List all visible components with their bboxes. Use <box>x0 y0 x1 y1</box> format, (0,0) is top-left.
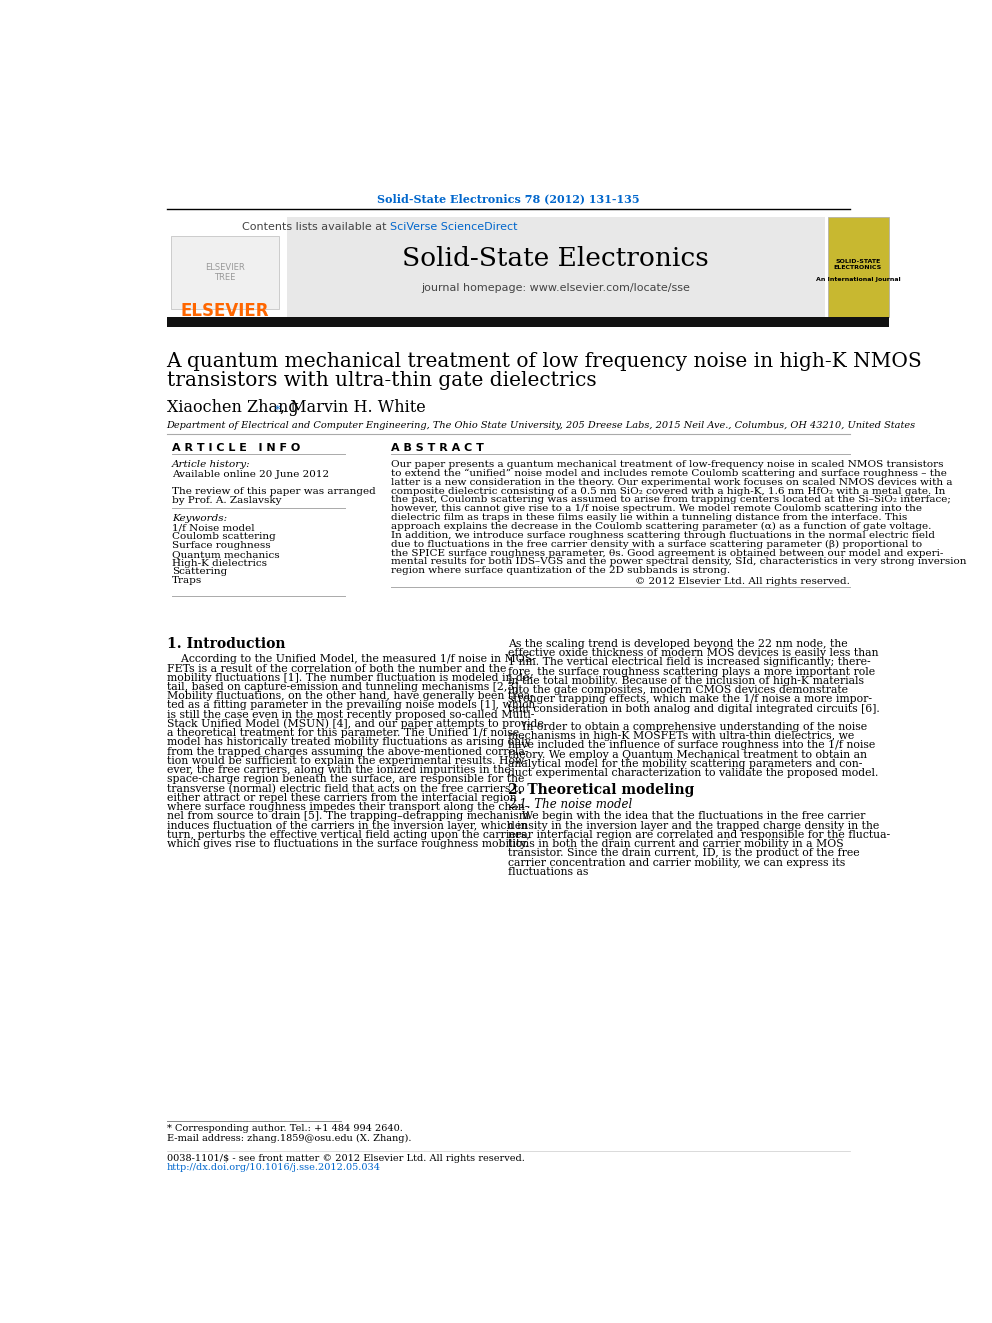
Text: Article history:: Article history: <box>172 460 251 468</box>
Text: transistors with ultra-thin gate dielectrics: transistors with ultra-thin gate dielect… <box>167 370 596 390</box>
Text: stronger trapping effects, which make the 1/f noise a more impor-: stronger trapping effects, which make th… <box>509 695 872 704</box>
Text: 1 nm. The vertical electrical field is increased significantly; there-: 1 nm. The vertical electrical field is i… <box>509 658 871 667</box>
Text: either attract or repel these carriers from the interfacial region: either attract or repel these carriers f… <box>167 792 517 803</box>
Text: have included the influence of surface roughness into the 1/f noise: have included the influence of surface r… <box>509 741 876 750</box>
Text: ELSEVIER: ELSEVIER <box>181 302 269 320</box>
Text: © 2012 Elsevier Ltd. All rights reserved.: © 2012 Elsevier Ltd. All rights reserved… <box>635 577 850 586</box>
Text: Contents lists available at: Contents lists available at <box>242 221 390 232</box>
Text: mental results for both IDS–VGS and the power spectral density, SId, characteris: mental results for both IDS–VGS and the … <box>392 557 967 566</box>
Text: Traps: Traps <box>172 577 202 585</box>
Text: which gives rise to fluctuations in the surface roughness mobility.: which gives rise to fluctuations in the … <box>167 839 528 849</box>
Text: In order to obtain a comprehensive understanding of the noise: In order to obtain a comprehensive under… <box>509 722 868 732</box>
Text: 2. Theoretical modeling: 2. Theoretical modeling <box>509 783 694 798</box>
Text: model has historically treated mobility fluctuations as arising only: model has historically treated mobility … <box>167 737 531 747</box>
Bar <box>167 217 287 316</box>
Text: ELSEVIER
TREE: ELSEVIER TREE <box>205 263 245 282</box>
Text: however, this cannot give rise to a 1/f noise spectrum. We model remote Coulomb : however, this cannot give rise to a 1/f … <box>392 504 923 513</box>
Text: space-charge region beneath the surface, are responsible for the: space-charge region beneath the surface,… <box>167 774 524 785</box>
Text: into the gate composites, modern CMOS devices demonstrate: into the gate composites, modern CMOS de… <box>509 685 848 695</box>
Text: E-mail address: zhang.1859@osu.edu (X. Zhang).: E-mail address: zhang.1859@osu.edu (X. Z… <box>167 1134 411 1143</box>
Text: ted as a fitting parameter in the prevailing noise models [1], which: ted as a fitting parameter in the prevai… <box>167 700 535 710</box>
Text: tions in both the drain current and carrier mobility in a MOS: tions in both the drain current and carr… <box>509 839 844 849</box>
Text: near interfacial region are correlated and responsible for the fluctua-: near interfacial region are correlated a… <box>509 830 891 840</box>
Text: In addition, we introduce surface roughness scattering through fluctuations in t: In addition, we introduce surface roughn… <box>392 531 935 540</box>
Text: FETs is a result of the correlation of both the number and the: FETs is a result of the correlation of b… <box>167 664 506 673</box>
Text: 1/f Noise model: 1/f Noise model <box>172 523 255 532</box>
Text: duct experimental characterization to validate the proposed model.: duct experimental characterization to va… <box>509 769 879 778</box>
Text: A R T I C L E   I N F O: A R T I C L E I N F O <box>172 442 301 452</box>
Text: to extend the “unified” noise model and includes remote Coulomb scattering and s: to extend the “unified” noise model and … <box>392 468 947 478</box>
Text: http://dx.doi.org/10.1016/j.sse.2012.05.034: http://dx.doi.org/10.1016/j.sse.2012.05.… <box>167 1163 381 1172</box>
Text: 2.1. The noise model: 2.1. The noise model <box>509 798 633 811</box>
Text: Our paper presents a quantum mechanical treatment of low-frequency noise in scal: Our paper presents a quantum mechanical … <box>392 460 943 468</box>
Text: region where surface quantization of the 2D subbands is strong.: region where surface quantization of the… <box>392 566 730 576</box>
Text: journal homepage: www.elsevier.com/locate/sse: journal homepage: www.elsevier.com/locat… <box>422 283 690 294</box>
Text: Stack Unified Model (MSUN) [4], and our paper attempts to provide: Stack Unified Model (MSUN) [4], and our … <box>167 718 544 729</box>
Text: the past, Coulomb scattering was assumed to arise from trapping centers located : the past, Coulomb scattering was assumed… <box>392 495 951 504</box>
Text: * Corresponding author. Tel.: +1 484 994 2640.: * Corresponding author. Tel.: +1 484 994… <box>167 1125 403 1134</box>
Text: mobility fluctuations [1]. The number fluctuation is modeled in de-: mobility fluctuations [1]. The number fl… <box>167 672 533 683</box>
Text: High-K dielectrics: High-K dielectrics <box>172 558 267 568</box>
Text: a theoretical treatment for this parameter. The Unified 1/f noise: a theoretical treatment for this paramet… <box>167 728 519 738</box>
Text: density in the inversion layer and the trapped charge density in the: density in the inversion layer and the t… <box>509 820 880 831</box>
Text: composite dielectric consisting of a 0.5 nm SiO₂ covered with a high-K, 1.6 nm H: composite dielectric consisting of a 0.5… <box>392 487 945 496</box>
Text: effective oxide thickness of modern MOS devices is easily less than: effective oxide thickness of modern MOS … <box>509 648 879 658</box>
Text: , Marvin H. White: , Marvin H. White <box>280 400 426 415</box>
Text: latter is a new consideration in the theory. Our experimental work focuses on sc: latter is a new consideration in the the… <box>392 478 953 487</box>
Text: theory. We employ a Quantum Mechanical treatment to obtain an: theory. We employ a Quantum Mechanical t… <box>509 750 867 759</box>
Text: ever, the free carriers, along with the ionized impurities in the: ever, the free carriers, along with the … <box>167 765 510 775</box>
Bar <box>827 217 889 316</box>
Text: A quantum mechanical treatment of low frequency noise in high-K NMOS: A quantum mechanical treatment of low fr… <box>167 352 923 370</box>
Text: According to the Unified Model, the measured 1/f noise in MOS-: According to the Unified Model, the meas… <box>167 655 536 664</box>
Text: transistor. Since the drain current, ID, is the product of the free: transistor. Since the drain current, ID,… <box>509 848 860 859</box>
Text: induces fluctuation of the carriers in the inversion layer, which in: induces fluctuation of the carriers in t… <box>167 820 527 831</box>
Text: Department of Electrical and Computer Engineering, The Ohio State University, 20: Department of Electrical and Computer En… <box>167 421 916 430</box>
Text: tail, based on capture-emission and tunneling mechanisms [2,3].: tail, based on capture-emission and tunn… <box>167 681 522 692</box>
Text: Coulomb scattering: Coulomb scattering <box>172 532 276 541</box>
Text: in the total mobility. Because of the inclusion of high-K materials: in the total mobility. Because of the in… <box>509 676 864 685</box>
Text: the SPICE surface roughness parameter, θs. Good agreement is obtained between ou: the SPICE surface roughness parameter, θ… <box>392 549 943 557</box>
Text: Available online 20 June 2012: Available online 20 June 2012 <box>172 470 329 479</box>
Text: The review of this paper was arranged: The review of this paper was arranged <box>172 487 376 496</box>
Text: Surface roughness: Surface roughness <box>172 541 271 550</box>
Text: dielectric film as traps in these films easily lie within a tunneling distance f: dielectric film as traps in these films … <box>392 513 908 523</box>
Text: analytical model for the mobility scattering parameters and con-: analytical model for the mobility scatte… <box>509 759 863 769</box>
Text: Quantum mechanics: Quantum mechanics <box>172 549 280 558</box>
Text: Solid-State Electronics 78 (2012) 131-135: Solid-State Electronics 78 (2012) 131-13… <box>377 193 640 204</box>
Text: is still the case even in the most recently proposed so-called Multi-: is still the case even in the most recen… <box>167 709 534 720</box>
Text: As the scaling trend is developed beyond the 22 nm node, the: As the scaling trend is developed beyond… <box>509 639 848 648</box>
Text: due to fluctuations in the free carrier density with a surface scattering parame: due to fluctuations in the free carrier … <box>392 540 923 549</box>
Text: where surface roughness impedes their transport along the chan-: where surface roughness impedes their tr… <box>167 802 528 812</box>
Bar <box>167 316 889 327</box>
Text: Keywords:: Keywords: <box>172 513 227 523</box>
Text: fore, the surface roughness scattering plays a more important role: fore, the surface roughness scattering p… <box>509 667 876 676</box>
Text: A B S T R A C T: A B S T R A C T <box>392 442 484 452</box>
Text: 0038-1101/$ - see front matter © 2012 Elsevier Ltd. All rights reserved.: 0038-1101/$ - see front matter © 2012 El… <box>167 1154 525 1163</box>
Text: tant consideration in both analog and digital integrated circuits [6].: tant consideration in both analog and di… <box>509 704 880 713</box>
Bar <box>171 235 279 308</box>
Text: fluctuations as: fluctuations as <box>509 867 589 877</box>
Text: Mobility fluctuations, on the other hand, have generally been trea-: Mobility fluctuations, on the other hand… <box>167 691 534 701</box>
Text: tion would be sufficient to explain the experimental results. How-: tion would be sufficient to explain the … <box>167 755 528 766</box>
Text: Scattering: Scattering <box>172 568 227 577</box>
Text: We begin with the idea that the fluctuations in the free carrier: We begin with the idea that the fluctuat… <box>509 811 866 822</box>
Text: 1. Introduction: 1. Introduction <box>167 636 285 651</box>
Text: SOLID-STATE
ELECTRONICS

An International Journal: SOLID-STATE ELECTRONICS An International… <box>815 259 900 282</box>
Text: from the trapped charges assuming the above-mentioned correla-: from the trapped charges assuming the ab… <box>167 746 528 757</box>
Text: *: * <box>275 405 281 415</box>
Text: carrier concentration and carrier mobility, we can express its: carrier concentration and carrier mobili… <box>509 857 845 868</box>
Text: approach explains the decrease in the Coulomb scattering parameter (α) as a func: approach explains the decrease in the Co… <box>392 521 931 531</box>
Text: turn, perturbs the effective vertical field acting upon the carriers,: turn, perturbs the effective vertical fi… <box>167 830 530 840</box>
Text: mechanisms in high-K MOSFETs with ultra-thin dielectrics, we: mechanisms in high-K MOSFETs with ultra-… <box>509 732 855 741</box>
Text: transverse (normal) electric field that acts on the free carriers to: transverse (normal) electric field that … <box>167 783 524 794</box>
Text: by Prof. A. Zaslavsky: by Prof. A. Zaslavsky <box>172 496 282 505</box>
Text: Xiaochen Zhang: Xiaochen Zhang <box>167 400 299 415</box>
Text: Solid-State Electronics: Solid-State Electronics <box>403 246 709 271</box>
Bar <box>287 217 825 316</box>
Text: SciVerse ScienceDirect: SciVerse ScienceDirect <box>390 221 517 232</box>
Text: nel from source to drain [5]. The trapping–detrapping mechanism: nel from source to drain [5]. The trappi… <box>167 811 529 822</box>
